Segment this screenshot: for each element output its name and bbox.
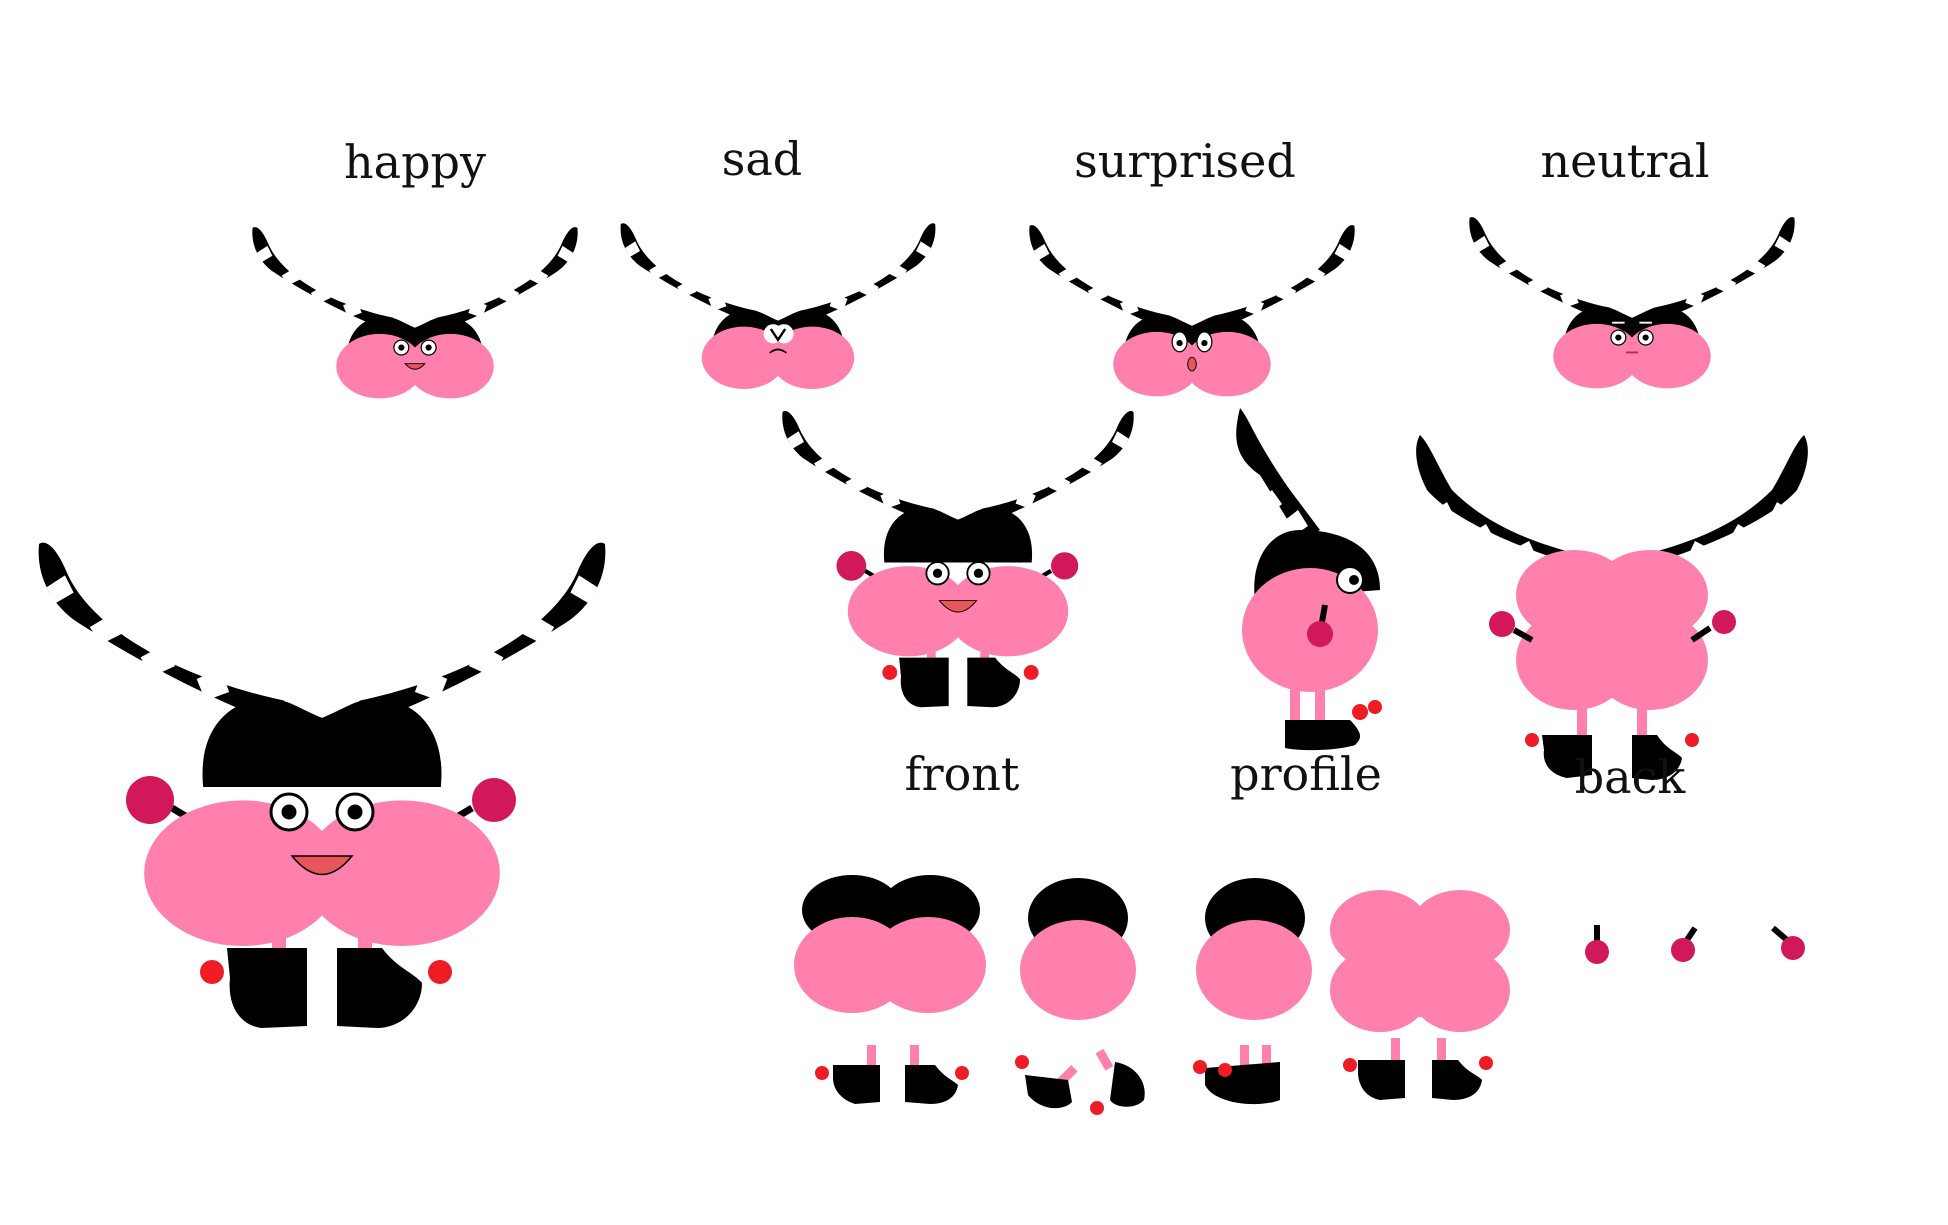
label-surprised: surprised bbox=[1074, 134, 1296, 188]
sad-head bbox=[620, 223, 936, 389]
neutral-head bbox=[1469, 217, 1795, 389]
back-view bbox=[1416, 435, 1808, 780]
parts-front-head bbox=[794, 875, 986, 1013]
label-sad: sad bbox=[722, 132, 802, 186]
parts-back-body bbox=[1330, 890, 1510, 1032]
parts-back-feet bbox=[1343, 1038, 1493, 1100]
parts-side-head bbox=[1196, 878, 1312, 1020]
label-happy: happy bbox=[344, 135, 486, 189]
label-profile: profile bbox=[1230, 747, 1382, 801]
parts-profile-feet bbox=[1015, 1048, 1145, 1115]
hero-character bbox=[38, 542, 606, 1028]
label-neutral: neutral bbox=[1540, 134, 1709, 188]
happy-head bbox=[252, 227, 578, 399]
parts-side-feet bbox=[1193, 1045, 1280, 1105]
label-front: front bbox=[905, 747, 1020, 801]
label-back: back bbox=[1575, 750, 1687, 804]
parts-front-feet bbox=[815, 1045, 969, 1104]
parts-arms bbox=[1585, 925, 1805, 964]
front-view bbox=[782, 410, 1134, 708]
parts-profile-head bbox=[1020, 878, 1136, 1020]
profile-view bbox=[1236, 408, 1382, 751]
surprised-head bbox=[1029, 225, 1355, 397]
